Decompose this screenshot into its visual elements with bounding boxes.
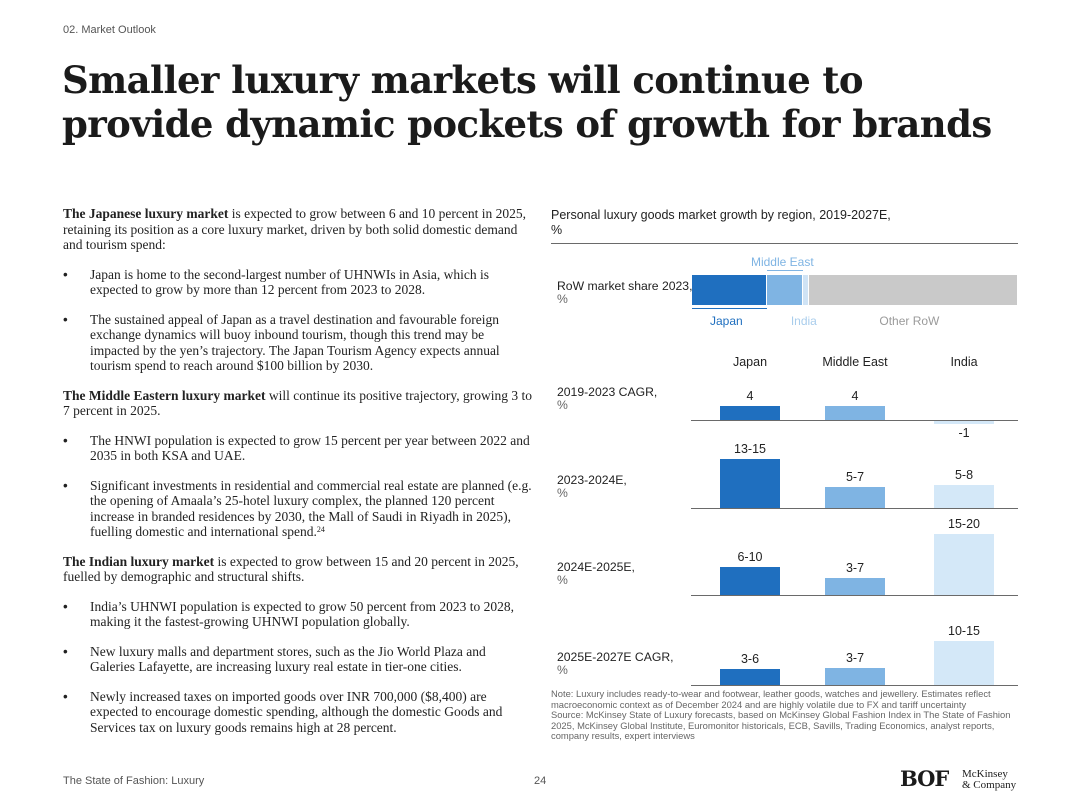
- row-label: 2019-2023 CAGR,%: [557, 386, 697, 412]
- mckinsey-logo-line1: McKinsey: [962, 768, 1008, 780]
- bar-japan: [720, 669, 780, 685]
- data-label: 10-15: [948, 624, 980, 639]
- row-baseline: [691, 685, 1018, 686]
- row-baseline: [691, 508, 1018, 509]
- bar-japan: [720, 459, 780, 508]
- chart-title-text: Personal luxury goods market growth by r…: [551, 208, 891, 222]
- row-label: 2024E-2025E,%: [557, 561, 697, 587]
- data-label: 6-10: [737, 550, 763, 564]
- body-text: The Japanese luxury market is expected t…: [63, 206, 533, 749]
- row-label-unit: %: [557, 663, 568, 677]
- india-lead: The Indian luxury market: [63, 553, 215, 569]
- share-legend-line-middle-east: [766, 270, 803, 271]
- data-label: 13-15: [734, 442, 766, 456]
- column-header-japan: Japan: [732, 355, 768, 369]
- data-label: 3-6: [740, 652, 760, 667]
- footnote-ref: 24: [316, 525, 325, 534]
- row-label-text: 2024E-2025E,: [557, 560, 635, 574]
- list-item: India’s UHNWI population is expected to …: [63, 599, 533, 630]
- japan-lead: The Japanese luxury market: [63, 206, 229, 221]
- bar-india: [934, 533, 994, 595]
- row-label-unit: %: [557, 486, 568, 500]
- share-label-text: RoW market share 2023,: [557, 279, 693, 293]
- list-item: The sustained appeal of Japan as a trave…: [63, 312, 533, 374]
- page-number: 24: [534, 775, 547, 787]
- share-legend-line-japan: [692, 308, 767, 309]
- mckinsey-logo-line2: & Company: [962, 779, 1017, 791]
- share-label-unit: %: [557, 292, 568, 306]
- data-label: -1: [958, 426, 970, 440]
- share-legend-middle-east: Middle East: [750, 255, 814, 269]
- row-baseline: [691, 420, 1018, 421]
- japan-bullets: Japan is home to the second-largest numb…: [63, 267, 533, 374]
- list-item: Newly increased taxes on imported goods …: [63, 689, 533, 736]
- india-intro: The Indian luxury market is expected to …: [63, 554, 533, 585]
- row-baseline: [691, 595, 1018, 596]
- data-label: 4: [851, 389, 859, 403]
- row-label-text: 2019-2023 CAGR,: [557, 385, 658, 399]
- data-label: 15-20: [948, 516, 980, 531]
- bar-middle-east: [825, 406, 885, 420]
- source-text: Source: McKinsey State of Luxury forecas…: [551, 709, 1011, 741]
- growth-chart: Personal luxury goods market growth by r…: [551, 208, 1018, 688]
- column-header-middle-east: Middle East: [822, 355, 888, 369]
- data-label: 3-7: [845, 650, 865, 665]
- chart-title-unit: %: [551, 223, 563, 237]
- share-legend-india: India: [790, 314, 817, 328]
- page-title: Smaller luxury markets will continue to …: [62, 58, 992, 146]
- data-label: 3-7: [845, 560, 865, 575]
- list-item: Japan is home to the second-largest numb…: [63, 267, 533, 298]
- bar-india: [934, 420, 994, 424]
- japan-intro: The Japanese luxury market is expected t…: [63, 206, 533, 253]
- section-label: 02. Market Outlook: [63, 24, 156, 36]
- india-bullets: India’s UHNWI population is expected to …: [63, 599, 533, 736]
- row-label-unit: %: [557, 573, 568, 587]
- me-lead-rest: will continue its positive trajectory, g…: [63, 387, 532, 419]
- share-row-label: RoW market share 2023,%: [557, 280, 697, 306]
- data-label: 4: [746, 389, 754, 403]
- note-text: Note: Luxury includes ready-to-wear and …: [551, 688, 991, 710]
- column-header-india: India: [950, 355, 978, 369]
- row-label-text: 2023-2024E,: [557, 473, 627, 487]
- me-lead: The Middle Eastern luxury market: [63, 387, 266, 403]
- data-label: 5-8: [954, 468, 974, 483]
- share-legend-japan: Japan: [710, 314, 743, 328]
- row-label: 2023-2024E,%: [557, 474, 697, 500]
- share-segment-middle-east: [766, 275, 802, 305]
- share-segment-other-row: [809, 275, 1017, 305]
- bar-middle-east: [825, 667, 885, 685]
- bof-logo: BOF: [900, 766, 949, 791]
- share-segment-india: [802, 275, 809, 305]
- me-bullets: The HNWI population is expected to grow …: [63, 433, 533, 540]
- row-label-unit: %: [557, 398, 568, 412]
- bar-india: [934, 641, 994, 685]
- row-label: 2025E-2027E CAGR,%: [557, 651, 697, 677]
- chart-title-rule: [551, 243, 1018, 244]
- chart-notes: Note: Luxury includes ready-to-wear and …: [551, 688, 1021, 742]
- list-item: Significant investments in residential a…: [63, 478, 533, 540]
- list-item: New luxury malls and department stores, …: [63, 644, 533, 675]
- row-label-text: 2025E-2027E CAGR,: [557, 650, 674, 664]
- india-lead-rest: is expected to grow between 15 and 20 pe…: [63, 553, 519, 585]
- chart-title: Personal luxury goods market growth by r…: [551, 208, 1018, 238]
- share-legend-other-row: Other RoW: [879, 314, 940, 328]
- bar-middle-east: [825, 487, 885, 508]
- bar-japan: [720, 567, 780, 595]
- japan-lead-rest: is expected to grow between 6 and 10 per…: [63, 206, 527, 252]
- share-segment-japan: [692, 275, 766, 305]
- list-item-text: Significant investments in residential a…: [90, 477, 532, 540]
- mckinsey-logo: McKinsey & Company: [962, 769, 1016, 791]
- me-intro: The Middle Eastern luxury market will co…: [63, 388, 533, 419]
- bar-india: [934, 485, 994, 508]
- list-item: The HNWI population is expected to grow …: [63, 433, 533, 464]
- footer-publication: The State of Fashion: Luxury: [63, 775, 205, 787]
- bar-middle-east: [825, 577, 885, 595]
- data-label: 5-7: [845, 470, 865, 484]
- bar-japan: [720, 406, 780, 420]
